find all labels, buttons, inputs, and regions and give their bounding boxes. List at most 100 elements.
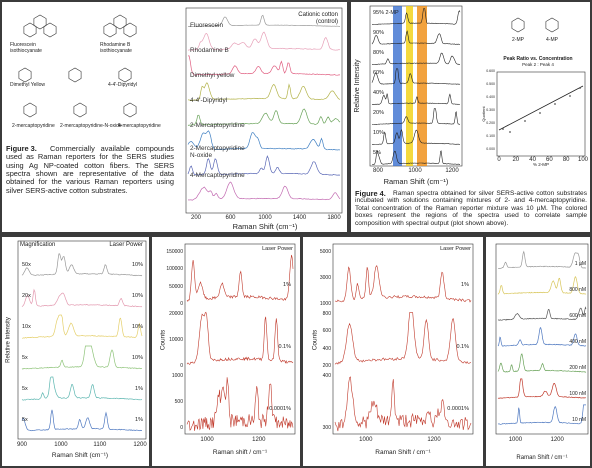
concentration-label: 800 nM bbox=[569, 287, 586, 293]
x-tick-label: 1000 bbox=[408, 168, 422, 174]
spectrum-label: 4-4'-Dipyridyl bbox=[190, 97, 228, 104]
power-label: 1% bbox=[135, 417, 143, 423]
power-label: 1% bbox=[461, 282, 469, 288]
inset-y-tick-label: 0.200 bbox=[486, 121, 495, 125]
magnification-label: 5x bbox=[22, 417, 28, 423]
spectrum bbox=[187, 181, 341, 201]
power-label: 1% bbox=[135, 386, 143, 392]
spectrum-label: Dimethyl yellow bbox=[190, 72, 235, 79]
y-axis-label: Relative Intensity bbox=[354, 59, 362, 113]
x-tick-label: 800 bbox=[372, 168, 384, 174]
x-tick-label: 60 bbox=[546, 157, 553, 163]
magnification-label: 5x bbox=[22, 386, 28, 392]
power-label: 10% bbox=[131, 355, 143, 361]
spectrum-label: 2-Mercaptopyridine N-oxide bbox=[190, 145, 245, 160]
inset-y-tick-label: 0.600 bbox=[486, 69, 495, 73]
spectrum bbox=[498, 250, 587, 269]
concentration-label: 400 nM bbox=[569, 339, 586, 345]
spectrum bbox=[334, 376, 472, 432]
y-tick-label: 0 bbox=[180, 363, 183, 369]
x-tick-label: 1800 bbox=[327, 215, 341, 221]
molecule-ring bbox=[23, 22, 37, 38]
spectrum bbox=[186, 254, 294, 302]
spectrum bbox=[371, 30, 461, 45]
y-tick-label: 500 bbox=[174, 399, 183, 405]
caption: Commercially available compounds used as… bbox=[6, 144, 174, 195]
inset-y-tick-label: 0.400 bbox=[486, 95, 495, 99]
spectrum-label: 20% bbox=[373, 110, 385, 116]
molecule-ring bbox=[33, 14, 47, 30]
y-tick-label: 10000 bbox=[169, 337, 183, 343]
molecule-ring bbox=[511, 17, 525, 33]
band bbox=[406, 6, 413, 166]
magnification-label: 10x bbox=[22, 324, 31, 330]
y-tick-label: 5000 bbox=[319, 249, 331, 255]
spectrum bbox=[21, 409, 143, 432]
x-tick-label: 900 bbox=[16, 442, 28, 448]
x-tick-label: 0 bbox=[497, 157, 501, 163]
inset-x-axis-label: % 2-MP bbox=[532, 162, 550, 167]
spectrum bbox=[497, 306, 587, 321]
band bbox=[417, 6, 427, 166]
x-tick-label: 1000 bbox=[54, 442, 68, 448]
spectrum-label: Rhodamine B bbox=[190, 47, 229, 54]
spectrum bbox=[371, 129, 461, 145]
x-tick-label: 1200 bbox=[133, 442, 147, 448]
structure-label: 2-mercaptopyridine-N-oxide bbox=[60, 123, 122, 129]
power-label: 0.1% bbox=[456, 344, 469, 350]
spectrum bbox=[371, 93, 461, 106]
structure-label: Rhodamine B isothiocyanate bbox=[100, 42, 132, 54]
molecule-ring bbox=[545, 17, 559, 33]
concentration-label: 200 nM bbox=[569, 365, 586, 371]
molecule-ring bbox=[18, 67, 32, 83]
spectrum-label: 5% bbox=[373, 150, 381, 156]
spectrum bbox=[371, 108, 461, 125]
spectrum bbox=[21, 345, 143, 370]
caption: Raman spectra obtained for silver SERS-a… bbox=[355, 190, 587, 227]
spectrum-label: 95% 2-MP bbox=[373, 10, 399, 16]
x-tick-label: 1000 bbox=[200, 437, 214, 443]
y-tick-label: 3000 bbox=[319, 275, 331, 281]
header: Laser Power bbox=[440, 246, 471, 252]
spectrum bbox=[21, 376, 143, 401]
spectrum bbox=[497, 276, 587, 295]
x-tick-label: 1200 bbox=[445, 168, 459, 174]
x-tick-label: 600 bbox=[225, 215, 236, 221]
y-tick-label: 300 bbox=[322, 425, 331, 431]
power-label: 10% bbox=[131, 324, 143, 330]
x-tick-label: 1200 bbox=[427, 437, 441, 443]
plot-frame bbox=[496, 71, 586, 157]
spectrum-label: 2-Mercaptopyridine bbox=[190, 122, 245, 129]
inset-point bbox=[539, 112, 541, 114]
x-tick-label: 20 bbox=[512, 157, 520, 163]
spectrum bbox=[186, 311, 294, 365]
spectrum-label: Fluorescein bbox=[190, 22, 224, 29]
inset-point bbox=[524, 120, 526, 122]
header: Laser Power bbox=[109, 242, 143, 248]
x-axis-label: Raman Shift (cm⁻¹) bbox=[383, 177, 449, 186]
molecule-ring bbox=[73, 102, 87, 118]
spectrum bbox=[497, 326, 587, 347]
spectrum-label: 10% bbox=[373, 130, 385, 136]
molecule-ring bbox=[118, 67, 132, 83]
y-tick-label: 400 bbox=[322, 345, 331, 352]
spectrum bbox=[371, 8, 461, 25]
plot-frame bbox=[17, 240, 147, 440]
caption-label: Figure 4. bbox=[355, 189, 386, 198]
plot-frame bbox=[369, 5, 463, 167]
inset-point bbox=[579, 87, 581, 89]
panel-d bbox=[486, 237, 590, 466]
y-tick-label: 0 bbox=[180, 301, 183, 307]
band bbox=[393, 6, 402, 166]
molecule-ring bbox=[123, 22, 137, 38]
x-axis-label: Raman Shift (cm⁻¹) bbox=[232, 222, 298, 231]
plot-frame bbox=[184, 243, 296, 435]
concentration-label: 600 nM bbox=[569, 313, 586, 319]
inset-point bbox=[502, 128, 504, 130]
x-tick-label: 1100 bbox=[93, 442, 107, 448]
trend-line bbox=[498, 85, 584, 131]
structure-label: 4-mercaptopyridine bbox=[118, 123, 161, 129]
molecule-ring bbox=[68, 67, 82, 83]
